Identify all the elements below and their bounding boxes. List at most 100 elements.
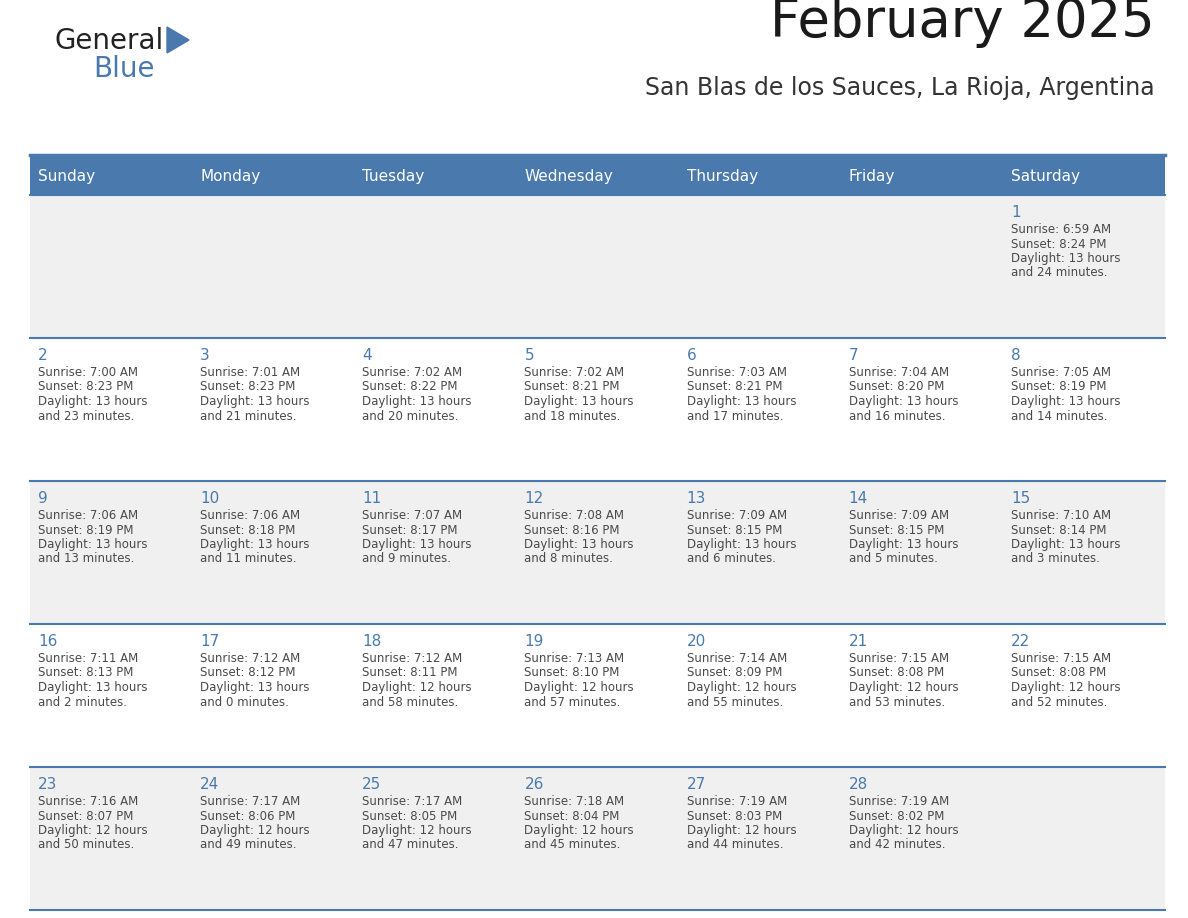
Text: Daylight: 13 hours: Daylight: 13 hours: [362, 538, 472, 551]
Text: Sunset: 8:18 PM: Sunset: 8:18 PM: [200, 523, 296, 536]
Text: and 13 minutes.: and 13 minutes.: [38, 553, 134, 565]
Text: Saturday: Saturday: [1011, 169, 1080, 184]
Text: and 23 minutes.: and 23 minutes.: [38, 409, 134, 422]
Text: Daylight: 12 hours: Daylight: 12 hours: [848, 681, 959, 694]
Text: 4: 4: [362, 348, 372, 363]
Text: Sunset: 8:08 PM: Sunset: 8:08 PM: [1011, 666, 1106, 679]
Text: Daylight: 12 hours: Daylight: 12 hours: [362, 681, 472, 694]
Text: 25: 25: [362, 777, 381, 792]
Text: and 42 minutes.: and 42 minutes.: [848, 838, 946, 852]
Text: Daylight: 12 hours: Daylight: 12 hours: [38, 824, 147, 837]
Text: Sunset: 8:11 PM: Sunset: 8:11 PM: [362, 666, 457, 679]
Text: Sunrise: 7:06 AM: Sunrise: 7:06 AM: [200, 509, 301, 522]
Text: and 16 minutes.: and 16 minutes.: [848, 409, 946, 422]
Text: Daylight: 13 hours: Daylight: 13 hours: [200, 395, 310, 408]
Polygon shape: [168, 27, 189, 53]
Text: and 8 minutes.: and 8 minutes.: [524, 553, 613, 565]
Bar: [30, 767, 1165, 910]
Text: Sunset: 8:05 PM: Sunset: 8:05 PM: [362, 810, 457, 823]
Text: Daylight: 13 hours: Daylight: 13 hours: [1011, 252, 1120, 265]
Text: Daylight: 12 hours: Daylight: 12 hours: [687, 681, 796, 694]
Text: Daylight: 13 hours: Daylight: 13 hours: [687, 538, 796, 551]
Text: 26: 26: [524, 777, 544, 792]
Text: and 57 minutes.: and 57 minutes.: [524, 696, 621, 709]
Bar: [30, 624, 1165, 767]
Text: Sunset: 8:06 PM: Sunset: 8:06 PM: [200, 810, 296, 823]
Text: Sunrise: 7:12 AM: Sunrise: 7:12 AM: [200, 652, 301, 665]
Text: 3: 3: [200, 348, 210, 363]
Text: and 52 minutes.: and 52 minutes.: [1011, 696, 1107, 709]
Text: and 24 minutes.: and 24 minutes.: [1011, 266, 1107, 279]
Text: Daylight: 13 hours: Daylight: 13 hours: [1011, 538, 1120, 551]
Text: Sunset: 8:19 PM: Sunset: 8:19 PM: [1011, 380, 1106, 394]
Text: Sunset: 8:03 PM: Sunset: 8:03 PM: [687, 810, 782, 823]
Text: Sunrise: 7:12 AM: Sunrise: 7:12 AM: [362, 652, 462, 665]
Text: 8: 8: [1011, 348, 1020, 363]
Text: Daylight: 13 hours: Daylight: 13 hours: [38, 681, 147, 694]
Text: Wednesday: Wednesday: [524, 169, 613, 184]
Text: and 53 minutes.: and 53 minutes.: [848, 696, 944, 709]
Text: and 21 minutes.: and 21 minutes.: [200, 409, 297, 422]
Text: and 2 minutes.: and 2 minutes.: [38, 696, 127, 709]
Text: Sunrise: 7:15 AM: Sunrise: 7:15 AM: [1011, 652, 1111, 665]
Text: Sunrise: 7:04 AM: Sunrise: 7:04 AM: [848, 366, 949, 379]
Text: Sunrise: 7:10 AM: Sunrise: 7:10 AM: [1011, 509, 1111, 522]
Text: Sunset: 8:08 PM: Sunset: 8:08 PM: [848, 666, 944, 679]
Bar: [30, 338, 1165, 481]
Text: Daylight: 13 hours: Daylight: 13 hours: [200, 538, 310, 551]
Text: Sunrise: 7:18 AM: Sunrise: 7:18 AM: [524, 795, 625, 808]
Text: Sunset: 8:13 PM: Sunset: 8:13 PM: [38, 666, 133, 679]
Text: General: General: [55, 27, 164, 55]
Text: Sunrise: 7:15 AM: Sunrise: 7:15 AM: [848, 652, 949, 665]
Text: Sunset: 8:04 PM: Sunset: 8:04 PM: [524, 810, 620, 823]
Text: and 11 minutes.: and 11 minutes.: [200, 553, 297, 565]
Text: Daylight: 13 hours: Daylight: 13 hours: [524, 538, 634, 551]
Text: 14: 14: [848, 491, 868, 506]
Text: 2: 2: [38, 348, 48, 363]
Bar: [1003, 157, 1165, 195]
Bar: [841, 157, 1003, 195]
Text: and 20 minutes.: and 20 minutes.: [362, 409, 459, 422]
Text: Sunset: 8:23 PM: Sunset: 8:23 PM: [200, 380, 296, 394]
Text: Sunrise: 7:07 AM: Sunrise: 7:07 AM: [362, 509, 462, 522]
Text: Sunset: 8:07 PM: Sunset: 8:07 PM: [38, 810, 133, 823]
Text: 27: 27: [687, 777, 706, 792]
Text: and 6 minutes.: and 6 minutes.: [687, 553, 776, 565]
Text: Sunset: 8:15 PM: Sunset: 8:15 PM: [848, 523, 944, 536]
Text: Daylight: 13 hours: Daylight: 13 hours: [524, 395, 634, 408]
Text: Sunrise: 7:19 AM: Sunrise: 7:19 AM: [687, 795, 786, 808]
Bar: [30, 481, 1165, 624]
Text: 24: 24: [200, 777, 220, 792]
Text: and 58 minutes.: and 58 minutes.: [362, 696, 459, 709]
Text: Thursday: Thursday: [687, 169, 758, 184]
Text: Daylight: 13 hours: Daylight: 13 hours: [38, 395, 147, 408]
Text: Sunrise: 7:14 AM: Sunrise: 7:14 AM: [687, 652, 786, 665]
Text: 15: 15: [1011, 491, 1030, 506]
Text: Daylight: 13 hours: Daylight: 13 hours: [362, 395, 472, 408]
Text: Sunset: 8:22 PM: Sunset: 8:22 PM: [362, 380, 457, 394]
Bar: [30, 195, 1165, 338]
Text: Sunrise: 7:01 AM: Sunrise: 7:01 AM: [200, 366, 301, 379]
Text: 12: 12: [524, 491, 544, 506]
Text: 22: 22: [1011, 634, 1030, 649]
Bar: [517, 157, 678, 195]
Text: Sunrise: 7:16 AM: Sunrise: 7:16 AM: [38, 795, 138, 808]
Text: Sunset: 8:19 PM: Sunset: 8:19 PM: [38, 523, 133, 536]
Text: Sunrise: 7:17 AM: Sunrise: 7:17 AM: [362, 795, 462, 808]
Text: Sunrise: 7:02 AM: Sunrise: 7:02 AM: [524, 366, 625, 379]
Text: Sunrise: 7:13 AM: Sunrise: 7:13 AM: [524, 652, 625, 665]
Text: 9: 9: [38, 491, 48, 506]
Text: 11: 11: [362, 491, 381, 506]
Text: Sunrise: 7:02 AM: Sunrise: 7:02 AM: [362, 366, 462, 379]
Text: 16: 16: [38, 634, 57, 649]
Text: Sunset: 8:16 PM: Sunset: 8:16 PM: [524, 523, 620, 536]
Text: Daylight: 13 hours: Daylight: 13 hours: [38, 538, 147, 551]
Text: Sunset: 8:14 PM: Sunset: 8:14 PM: [1011, 523, 1106, 536]
Bar: [30, 157, 192, 195]
Text: Daylight: 13 hours: Daylight: 13 hours: [1011, 395, 1120, 408]
Text: 23: 23: [38, 777, 57, 792]
Text: Sunrise: 7:03 AM: Sunrise: 7:03 AM: [687, 366, 786, 379]
Text: Daylight: 12 hours: Daylight: 12 hours: [687, 824, 796, 837]
Text: Sunrise: 7:06 AM: Sunrise: 7:06 AM: [38, 509, 138, 522]
Text: San Blas de los Sauces, La Rioja, Argentina: San Blas de los Sauces, La Rioja, Argent…: [645, 76, 1155, 100]
